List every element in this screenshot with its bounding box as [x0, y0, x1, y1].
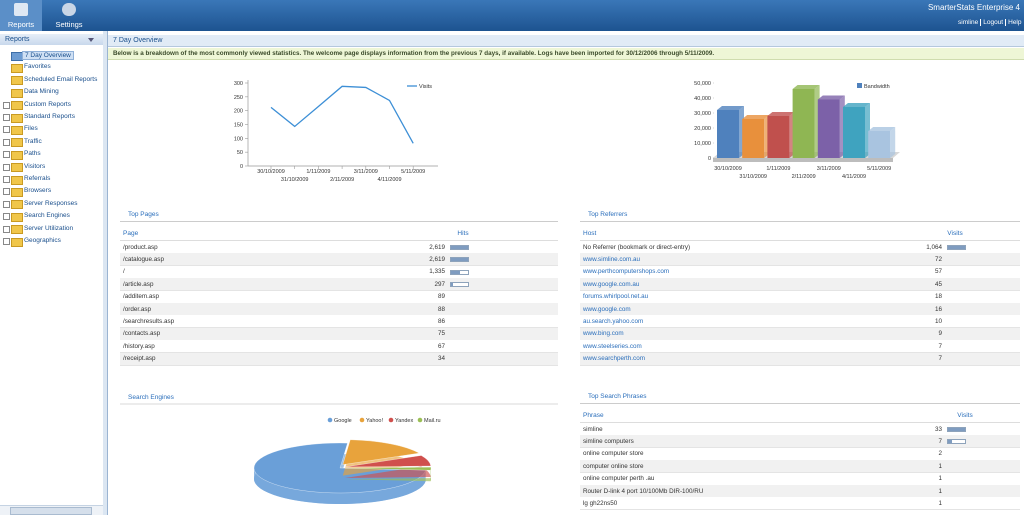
bar: [742, 119, 764, 158]
legend-swatch: [389, 418, 394, 423]
y-tick-label: 0: [708, 156, 711, 162]
y-tick-label: 150: [234, 123, 243, 129]
bar: [793, 89, 815, 158]
legend-swatch: [360, 418, 365, 423]
y-tick-label: 100: [234, 136, 243, 142]
bar: [818, 100, 840, 159]
bar: [767, 116, 789, 158]
legend-label: Yandex: [395, 418, 413, 424]
legend-swatch: [857, 83, 862, 88]
x-tick-label: 2/11/2009: [330, 177, 354, 183]
legend-swatch: [328, 418, 333, 423]
x-tick-label: 3/11/2009: [354, 169, 378, 175]
legend-label: Visits: [419, 84, 432, 90]
y-tick-label: 20,000: [694, 126, 711, 132]
section-title: Search Engines: [128, 394, 175, 401]
y-tick-label: 40,000: [694, 96, 711, 102]
x-tick-label: 1/11/2009: [306, 169, 330, 175]
x-tick-label: 1/11/2009: [766, 166, 790, 172]
bar-side: [890, 127, 895, 158]
y-tick-label: 50,000: [694, 81, 711, 87]
x-tick-label: 31/10/2009: [739, 174, 767, 180]
x-tick-label: 2/11/2009: [792, 174, 816, 180]
x-tick-label: 5/11/2009: [401, 169, 425, 175]
y-tick-label: 10,000: [694, 141, 711, 147]
y-tick-label: 300: [234, 81, 243, 87]
y-tick-label: 50: [237, 150, 243, 156]
legend-label: Mail.ru: [424, 418, 441, 424]
y-tick-label: 30,000: [694, 111, 711, 117]
bar: [717, 110, 739, 158]
x-tick-label: 30/10/2009: [257, 169, 285, 175]
x-tick-label: 3/11/2009: [817, 166, 841, 172]
legend-label: Bandwidth: [864, 84, 890, 90]
x-tick-label: 30/10/2009: [714, 166, 742, 172]
floor-edge: [713, 158, 893, 162]
legend-swatch: [418, 418, 423, 423]
x-tick-label: 31/10/2009: [281, 177, 309, 183]
x-tick-label: 5/11/2009: [867, 166, 891, 172]
y-tick-label: 250: [234, 95, 243, 101]
legend-label: Yahoo!: [366, 418, 383, 424]
bar: [868, 131, 890, 158]
x-tick-label: 4/11/2009: [842, 174, 866, 180]
bar: [843, 107, 865, 158]
x-tick-label: 4/11/2009: [377, 177, 401, 183]
legend-label: Google: [334, 418, 352, 424]
y-tick-label: 0: [240, 164, 243, 170]
y-tick-label: 200: [234, 109, 243, 115]
line-series: [271, 86, 413, 143]
